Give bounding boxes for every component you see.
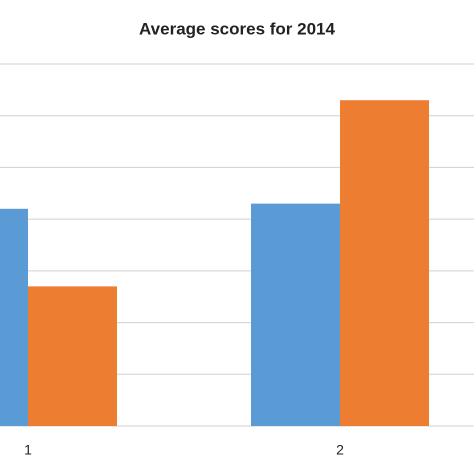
x-tick-label: 2: [336, 442, 344, 458]
bar: [28, 286, 117, 426]
bar: [251, 203, 340, 426]
bar: [340, 100, 429, 426]
chart-title: Average scores for 2014: [139, 19, 335, 38]
x-tick-label: 1: [24, 442, 32, 458]
bar: [0, 208, 28, 426]
